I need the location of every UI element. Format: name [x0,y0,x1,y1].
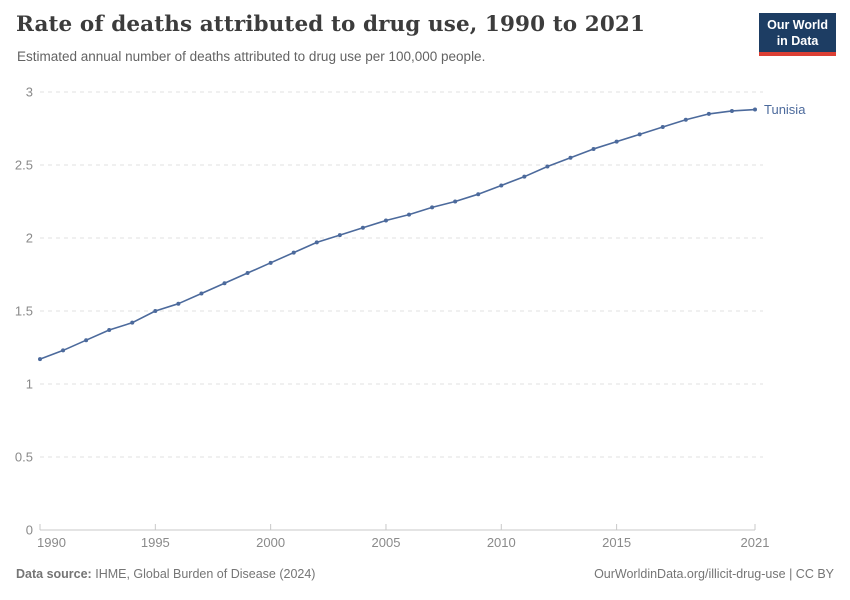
data-point[interactable] [199,291,204,296]
x-tick-label: 2000 [256,535,285,550]
footer-license-link[interactable]: CC BY [795,567,834,581]
footer-separator: | [789,567,793,581]
y-tick-label: 0 [26,523,33,538]
data-point[interactable] [360,225,365,230]
data-source-label: Data source: [16,567,92,581]
data-point[interactable] [522,174,527,179]
x-tick-label: 1990 [37,535,66,550]
data-point[interactable] [268,260,273,265]
data-point[interactable] [38,357,42,362]
data-point[interactable] [753,107,757,112]
page-title: Rate of deaths attributed to drug use, 1… [16,12,646,37]
footer-links: OurWorldinData.org/illicit-drug-use | CC… [594,567,834,581]
owid-logo-line2: in Data [776,33,819,48]
data-point[interactable] [568,155,573,160]
series-line-tunisia[interactable] [39,108,756,360]
y-tick-label: 0.5 [15,450,33,465]
data-point[interactable] [84,338,89,343]
x-tick-label: 1995 [141,535,170,550]
data-point[interactable] [476,192,481,197]
data-point[interactable] [637,132,642,137]
data-point[interactable] [706,111,711,116]
data-point[interactable] [660,125,665,130]
data-point[interactable] [153,309,158,313]
footer-url-link[interactable]: OurWorldinData.org/illicit-drug-use [594,567,786,581]
data-point[interactable] [130,320,135,325]
data-point[interactable] [683,117,688,122]
data-point[interactable] [176,301,181,306]
data-point[interactable] [383,218,388,223]
data-source-value[interactable]: IHME, Global Burden of Disease (2024) [95,567,316,581]
data-point[interactable] [337,233,342,238]
data-point[interactable] [245,271,250,276]
page-subtitle: Estimated annual number of deaths attrib… [17,49,486,64]
line-chart: 0 0.5 1 1.5 2 2.5 3 1990 1995 2000 2005 2010 2015 202… [15,85,806,550]
data-point[interactable] [453,199,458,204]
y-tick-label: 3 [26,85,33,100]
y-tick-label: 2 [26,231,33,246]
data-point[interactable] [545,164,550,169]
data-point[interactable] [591,146,596,151]
x-tick-label: 2010 [487,535,516,550]
data-point[interactable] [61,348,66,353]
data-source-line: Data source: IHME, Global Burden of Dise… [16,567,315,581]
data-point[interactable] [407,212,412,217]
entity-label[interactable]: Tunisia [764,102,806,117]
x-tick-label: 2021 [741,535,770,550]
page-footer: Data source: IHME, Global Burden of Dise… [16,567,834,581]
y-tick-label: 1.5 [15,304,33,319]
y-tick-label: 2.5 [15,158,33,173]
owid-logo-line1: Our World [767,18,828,32]
data-point[interactable] [291,250,296,255]
y-tick-label: 1 [26,377,33,392]
x-tick-label: 2015 [602,535,631,550]
data-point[interactable] [314,240,319,245]
data-point[interactable] [614,139,619,144]
x-tick-label: 2005 [372,535,401,550]
data-point[interactable] [430,205,435,210]
data-point[interactable] [107,327,112,332]
data-point[interactable] [222,281,227,286]
data-point[interactable] [499,183,504,188]
data-point[interactable] [729,108,734,113]
owid-logo[interactable]: Our World in Data [759,13,836,57]
